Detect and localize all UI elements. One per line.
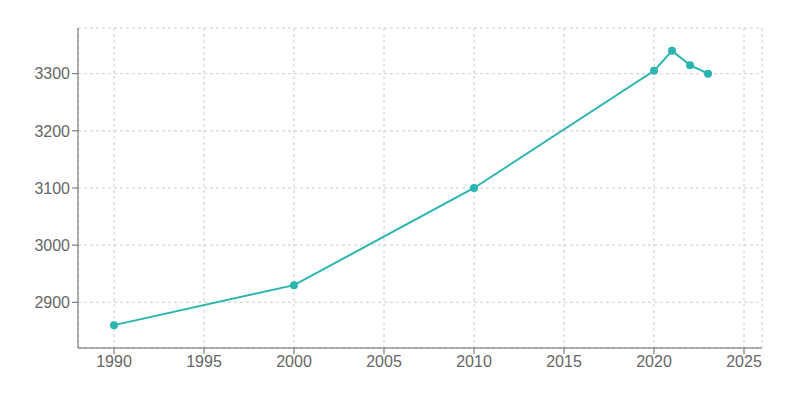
svg-text:2005: 2005 [366, 353, 402, 370]
svg-text:1990: 1990 [96, 353, 132, 370]
svg-text:2000: 2000 [276, 353, 312, 370]
svg-text:3300: 3300 [34, 65, 70, 82]
svg-text:2010: 2010 [456, 353, 492, 370]
svg-text:1995: 1995 [186, 353, 222, 370]
svg-text:3200: 3200 [34, 123, 70, 140]
svg-text:2015: 2015 [546, 353, 582, 370]
svg-text:3000: 3000 [34, 237, 70, 254]
svg-text:3100: 3100 [34, 180, 70, 197]
svg-text:2025: 2025 [726, 353, 762, 370]
svg-text:2900: 2900 [34, 294, 70, 311]
svg-text:2020: 2020 [636, 353, 672, 370]
